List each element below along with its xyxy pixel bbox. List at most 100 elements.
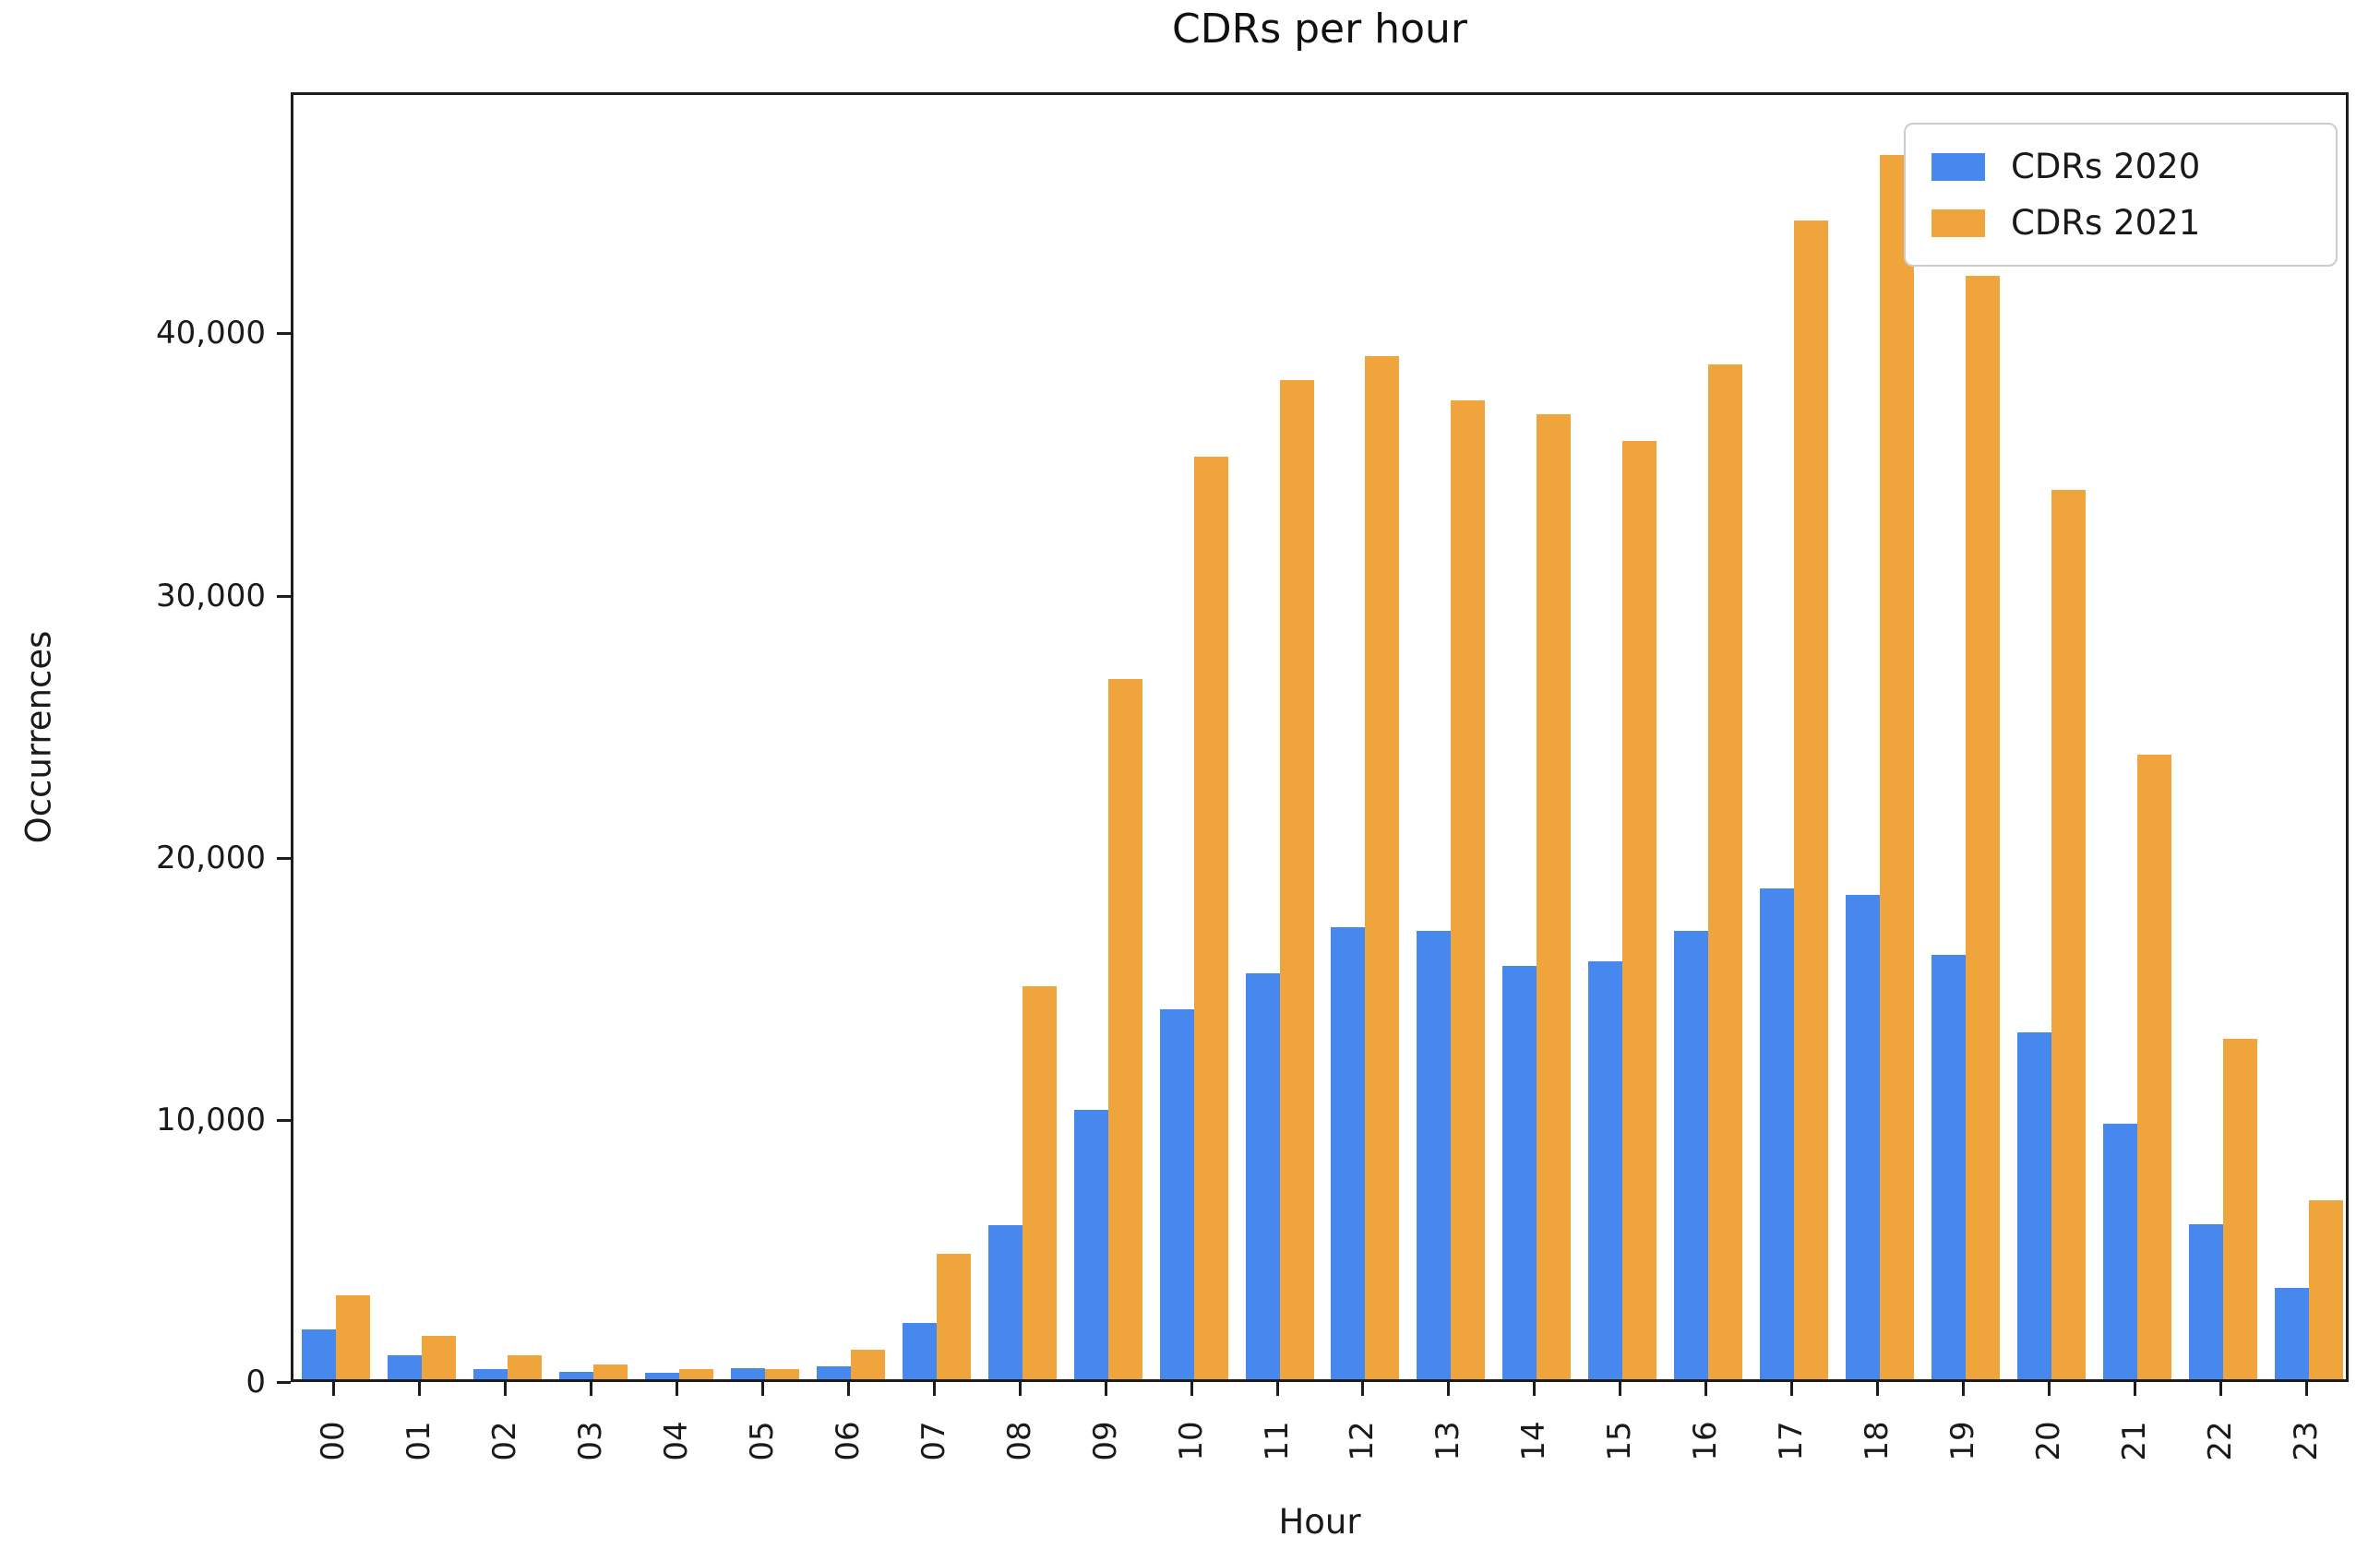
x-tick-23 <box>2305 1382 2308 1396</box>
x-tick-label-01: 01 <box>401 1421 437 1461</box>
x-tick-02 <box>504 1382 507 1396</box>
x-tick-06 <box>847 1382 850 1396</box>
bar-cdrs-2021-hour-15 <box>1622 441 1656 1379</box>
bar-cdrs-2021-hour-04 <box>679 1369 713 1379</box>
x-tick-label-03: 03 <box>572 1421 609 1461</box>
y-tick-10000 <box>277 1119 291 1122</box>
x-tick-11 <box>1276 1382 1279 1396</box>
x-tick-label-17: 17 <box>1773 1421 1810 1461</box>
bar-cdrs-2020-hour-06 <box>817 1366 851 1379</box>
y-tick-20000 <box>277 857 291 860</box>
x-tick-label-21: 21 <box>2116 1421 2153 1461</box>
y-axis-label: Occurrences <box>18 630 59 844</box>
y-tick-label-0: 0 <box>245 1364 266 1400</box>
bar-cdrs-2021-hour-19 <box>1966 276 2000 1379</box>
x-tick-00 <box>332 1382 335 1396</box>
bar-cdrs-2021-hour-11 <box>1280 380 1314 1379</box>
x-tick-17 <box>1790 1382 1793 1396</box>
bar-cdrs-2020-hour-09 <box>1074 1110 1108 1379</box>
x-tick-label-09: 09 <box>1087 1421 1124 1461</box>
y-tick-label-40000: 40,000 <box>156 315 266 352</box>
bar-cdrs-2021-hour-09 <box>1108 679 1142 1379</box>
bar-cdrs-2021-hour-16 <box>1708 364 1742 1379</box>
x-tick-label-02: 02 <box>486 1421 523 1461</box>
bar-cdrs-2020-hour-00 <box>302 1329 336 1379</box>
bar-cdrs-2020-hour-01 <box>388 1355 422 1379</box>
bar-cdrs-2020-hour-22 <box>2189 1224 2223 1379</box>
x-tick-16 <box>1704 1382 1707 1396</box>
bar-cdrs-2020-hour-04 <box>645 1373 679 1379</box>
x-tick-09 <box>1105 1382 1107 1396</box>
bar-cdrs-2020-hour-14 <box>1502 966 1537 1379</box>
bar-cdrs-2021-hour-08 <box>1023 986 1057 1379</box>
x-tick-10 <box>1190 1382 1193 1396</box>
x-tick-20 <box>2048 1382 2051 1396</box>
bar-cdrs-2020-hour-18 <box>1846 895 1880 1379</box>
x-tick-05 <box>761 1382 764 1396</box>
bar-cdrs-2021-hour-00 <box>336 1295 370 1379</box>
x-tick-label-20: 20 <box>2030 1421 2067 1461</box>
x-axis-label: Hour <box>1278 1502 1361 1542</box>
x-tick-label-19: 19 <box>1944 1421 1981 1461</box>
legend-label-2020: CDRs 2020 <box>2011 147 2201 186</box>
x-tick-19 <box>1962 1382 1965 1396</box>
x-tick-07 <box>933 1382 936 1396</box>
bar-cdrs-2020-hour-10 <box>1160 1009 1194 1379</box>
x-tick-label-13: 13 <box>1429 1421 1466 1461</box>
x-tick-label-16: 16 <box>1687 1421 1724 1461</box>
y-tick-30000 <box>277 595 291 598</box>
y-tick-0 <box>277 1381 291 1384</box>
x-tick-label-23: 23 <box>2288 1421 2325 1461</box>
bar-cdrs-2020-hour-02 <box>473 1369 508 1379</box>
bar-cdrs-2021-hour-18 <box>1880 155 1914 1379</box>
legend-label-2021: CDRs 2021 <box>2011 203 2201 243</box>
x-tick-label-15: 15 <box>1601 1421 1638 1461</box>
bar-cdrs-2021-hour-21 <box>2137 755 2171 1379</box>
chart-title: CDRs per hour <box>1172 6 1467 53</box>
x-tick-label-22: 22 <box>2202 1421 2239 1461</box>
bar-cdrs-2020-hour-07 <box>903 1323 937 1379</box>
bar-cdrs-2020-hour-08 <box>988 1225 1023 1379</box>
plot-area <box>291 92 2349 1382</box>
bar-cdrs-2021-hour-10 <box>1194 457 1228 1379</box>
bar-cdrs-2020-hour-21 <box>2103 1124 2137 1379</box>
y-tick-label-10000: 10,000 <box>156 1102 266 1138</box>
bar-cdrs-2021-hour-02 <box>508 1355 542 1379</box>
x-tick-label-05: 05 <box>744 1421 781 1461</box>
x-tick-01 <box>418 1382 421 1396</box>
y-tick-40000 <box>277 332 291 335</box>
bar-cdrs-2021-hour-20 <box>2051 490 2086 1379</box>
x-tick-14 <box>1533 1382 1536 1396</box>
legend-item-cdrs-2021: CDRs 2021 <box>1932 203 2310 243</box>
bar-cdrs-2021-hour-07 <box>937 1254 971 1379</box>
x-tick-label-11: 11 <box>1259 1421 1296 1461</box>
bar-cdrs-2021-hour-01 <box>422 1336 456 1379</box>
bar-cdrs-2021-hour-23 <box>2309 1200 2343 1379</box>
bar-cdrs-2020-hour-13 <box>1417 931 1451 1379</box>
legend: CDRs 2020 CDRs 2021 <box>1904 123 2338 267</box>
bar-cdrs-2021-hour-06 <box>851 1350 885 1379</box>
bar-cdrs-2021-hour-22 <box>2223 1039 2257 1379</box>
x-tick-label-08: 08 <box>1001 1421 1038 1461</box>
bar-cdrs-2020-hour-17 <box>1760 888 1794 1379</box>
bar-cdrs-2021-hour-13 <box>1451 400 1485 1379</box>
x-tick-label-06: 06 <box>830 1421 867 1461</box>
x-tick-18 <box>1876 1382 1879 1396</box>
x-tick-21 <box>2134 1382 2136 1396</box>
bar-cdrs-2020-hour-20 <box>2017 1032 2051 1379</box>
bar-cdrs-2021-hour-17 <box>1794 220 1828 1379</box>
x-tick-label-18: 18 <box>1859 1421 1896 1461</box>
bar-cdrs-2020-hour-16 <box>1674 931 1708 1379</box>
x-tick-label-04: 04 <box>658 1421 695 1461</box>
x-tick-label-14: 14 <box>1515 1421 1552 1461</box>
y-tick-label-20000: 20,000 <box>156 840 266 876</box>
x-tick-12 <box>1361 1382 1364 1396</box>
bar-cdrs-2020-hour-19 <box>1932 955 1966 1379</box>
bar-cdrs-2021-hour-12 <box>1365 356 1399 1379</box>
x-tick-13 <box>1447 1382 1450 1396</box>
x-tick-15 <box>1619 1382 1621 1396</box>
bar-cdrs-2020-hour-12 <box>1331 927 1365 1379</box>
y-tick-label-30000: 30,000 <box>156 578 266 614</box>
legend-item-cdrs-2020: CDRs 2020 <box>1932 147 2310 186</box>
